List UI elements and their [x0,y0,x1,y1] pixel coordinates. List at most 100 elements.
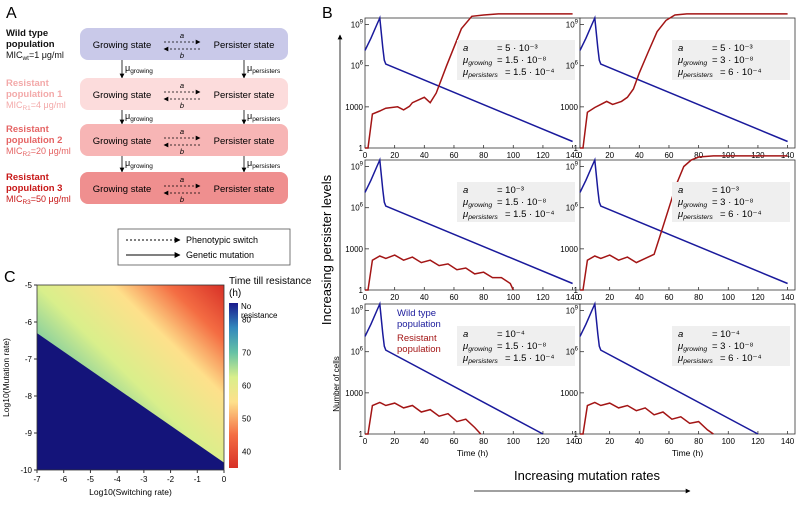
mic-label-1: MICR1=4 μg/ml [6,100,66,112]
population-title-3: Resistant [6,172,50,183]
panel-letter-c: C [4,269,16,286]
population-subtitle-1: population 1 [6,89,63,100]
param-a-value: = 10⁻⁴ [497,329,525,340]
x-tick-label: 60 [665,151,674,160]
wild-type-line [579,15,788,143]
param-a-name: a [463,185,468,196]
x-tick-label: 80 [694,293,703,302]
x-tick-label: 120 [536,437,550,446]
y-tick-label: 106 [351,203,364,213]
params-box [672,40,790,80]
x-tick-label: 120 [751,437,765,446]
x-tick-label: 20 [605,151,614,160]
x-axis-label: Time (h) [457,448,488,458]
x-tick-label: 80 [479,151,488,160]
wild-type-line [364,301,544,435]
wild-type-line [579,301,759,435]
y-tick-label: 109 [351,162,364,172]
x-tick-label: 100 [507,293,521,302]
x-tick-label: 40 [635,437,644,446]
y-tick-label: 106 [566,61,579,71]
legend-switch-label: Phenotypic switch [186,235,258,245]
resistant-line [580,155,788,291]
y-tick-label: 109 [566,306,579,316]
population-box-1 [80,78,288,110]
colorbar [229,303,238,468]
params-box [672,326,790,366]
mu-growing-label: μgrowing [125,111,153,123]
param-mu-growing-value: = 1.5 · 10⁻⁸ [497,197,546,208]
heatmap-x-tick-label: 0 [222,475,227,484]
legend-resistant-1: Resistant [397,333,437,344]
param-mu-persisters-value: = 1.5 · 10⁻⁴ [505,353,555,364]
chart-frame [364,17,581,149]
x-tick-label: 140 [566,293,580,302]
wild-type-line [579,157,788,285]
resistant-line [580,13,788,149]
x-tick-label: 60 [450,437,459,446]
y-tick-label: 109 [351,306,364,316]
heatmap-y-tick-label: -6 [25,318,33,327]
y-tick-label: 1000 [345,103,363,112]
param-mu-growing-name: μgrowing [677,55,707,67]
param-a-name: a [678,329,683,340]
chart-panel-6: 109 106 1000 10 20 40 60 80 100 120 140 a = 10⁻⁴ μgro… [560,301,796,458]
param-mu-growing-value: = 1.5 · 10⁻⁸ [497,55,546,66]
x-tick-label: 0 [578,151,583,160]
colorbar-tick-label: 60 [242,382,251,391]
mic-label-2: MICR2=20 μg/ml [6,146,71,158]
persister-levels-label: Increasing persister levels [319,174,334,325]
x-tick-label: 20 [390,151,399,160]
param-a-name: a [678,43,683,54]
x-tick-label: 140 [566,437,580,446]
heatmap-y-tick-label: -5 [25,281,33,290]
population-title-1: Resistant [6,78,50,89]
params-box [457,182,575,222]
persister-state-label-3: Persister state [214,184,275,195]
x-tick-label: 0 [363,151,368,160]
param-a-name: a [463,329,468,340]
param-mu-growing-name: μgrowing [462,197,492,209]
resistant-line [365,401,482,435]
heatmap-x-label: Log10(Switching rate) [89,487,172,497]
mic-label-0: MICwt=1 μg/ml [6,50,64,62]
param-a-value: = 10⁻⁴ [712,329,740,340]
param-mu-persisters-value: = 6 · 10⁻⁴ [720,209,762,220]
population-subtitle-0: population [6,39,55,50]
heatmap-x-tick-label: -1 [194,475,202,484]
y-tick-label: 109 [351,20,364,30]
legend-wild-type-1: Wild type [397,308,436,319]
persister-state-label-1: Persister state [214,90,275,101]
y-tick-label: 1 [359,430,364,439]
y-tick-label: 106 [351,347,364,357]
x-tick-label: 140 [566,151,580,160]
x-tick-label: 40 [420,293,429,302]
colorbar-no-label: No [241,302,252,311]
x-tick-label: 40 [635,293,644,302]
param-mu-growing-name: μgrowing [462,55,492,67]
population-box-0 [80,28,288,60]
mu-persisters-label: μpersisters [247,111,280,123]
rate-b-label: b [180,147,184,156]
resistant-line [580,401,714,435]
rate-a-label: a [180,175,184,184]
x-tick-label: 140 [781,437,795,446]
x-tick-label: 80 [694,437,703,446]
param-mu-persisters-name: μpersisters [677,209,713,221]
heatmap-y-tick-label: -10 [20,466,32,475]
no-resistance-region [37,333,224,470]
heatmap-x-tick-label: -5 [87,475,95,484]
x-tick-label: 120 [536,151,550,160]
wild-type-line [364,157,573,285]
y-tick-label: 109 [566,20,579,30]
colorbar-tick-label: 70 [242,349,251,358]
resistant-line [365,254,514,291]
param-mu-persisters-name: μpersisters [462,353,498,365]
colorbar-title-1: Time till resistance [229,276,312,287]
heatmap-x-tick-label: -6 [60,475,68,484]
param-a-name: a [463,43,468,54]
wild-type-line [364,15,573,143]
